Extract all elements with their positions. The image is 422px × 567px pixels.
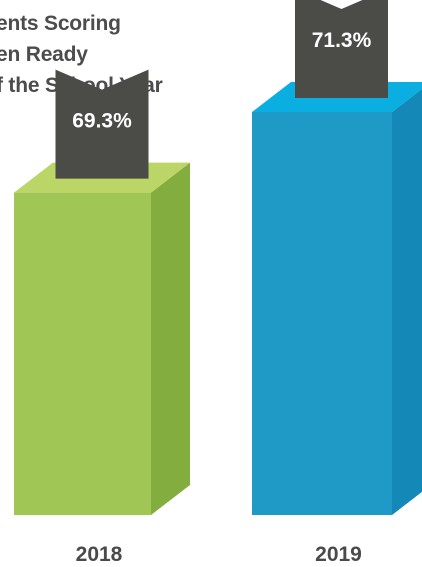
category-label-2018: 2018 — [76, 543, 123, 566]
chart-title-line-1: ents Scoring — [0, 12, 121, 35]
bar-side-2018 — [151, 162, 190, 515]
chart-title: ents Scoring en Ready f the School Year — [0, 8, 163, 101]
bar-front-2018 — [14, 192, 151, 515]
category-label-2019: 2019 — [315, 543, 362, 566]
bar-2019 — [252, 82, 422, 515]
value-label-2019: 71.3% — [312, 29, 372, 52]
bar-front-2019 — [252, 112, 392, 515]
chart-title-line-2: en Ready — [0, 43, 88, 66]
value-label-2018: 69.3% — [72, 110, 132, 133]
value-ribbon-2019 — [295, 0, 388, 98]
bar-2018 — [14, 162, 190, 515]
value-ribbon-2018 — [55, 69, 149, 179]
bar-side-2019 — [392, 88, 422, 515]
